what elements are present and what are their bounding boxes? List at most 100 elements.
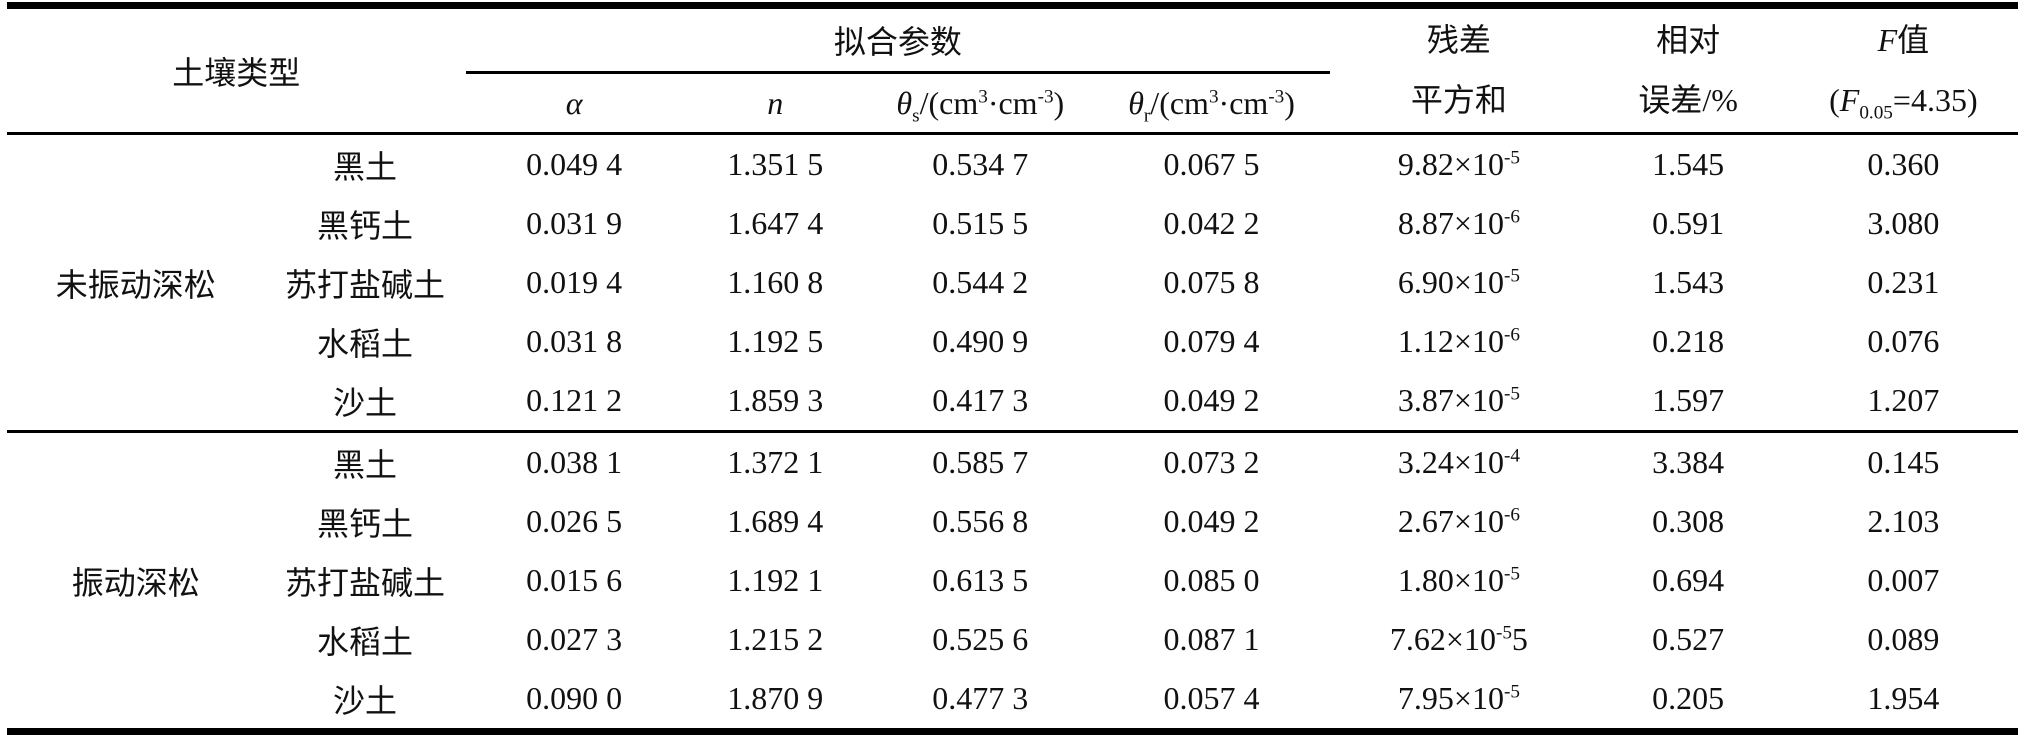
f-value-cell: 0.360 <box>1788 132 2018 194</box>
f-critical-subscript: 0.05 <box>1859 101 1893 123</box>
alpha-cell: 0.031 9 <box>526 205 623 241</box>
soil-name-cell: 水稻土 <box>316 325 413 362</box>
f-value-cell: 3.080 <box>1867 205 1940 241</box>
header-soil-type: 土壤类型 <box>172 54 301 91</box>
theta-s-cell: 0.515 5 <box>932 205 1029 241</box>
header-f-line2: (F0.05=4.35) <box>1829 81 1978 123</box>
theta-r-cell: 0.049 2 <box>1163 503 1260 539</box>
table-row: 沙土 0.121 2 1.859 3 0.417 3 0.049 2 3.87×… <box>7 371 2018 432</box>
alpha-cell: 0.049 4 <box>465 132 683 194</box>
rss-exponent: -6 <box>1503 324 1520 346</box>
rss-exponent: -5 <box>1503 563 1520 585</box>
alpha-cell: 0.019 4 <box>526 264 623 300</box>
soil-name-cell: 沙土 <box>332 384 397 421</box>
rss-mantissa: 7.62×10 <box>1389 621 1496 657</box>
residual-sum-cell: 7.95×10-5 <box>1330 669 1587 732</box>
header-alpha: α <box>565 84 583 121</box>
table-row: 水稻土 0.027 3 1.215 2 0.525 6 0.087 1 7.62… <box>7 610 2018 669</box>
header-relative-error: 相对 误差/% <box>1588 6 1789 134</box>
table-row: 未振动深松 黑土 0.049 4 1.351 5 0.534 7 0.067 5 … <box>7 132 2018 432</box>
alpha-cell: 0.027 3 <box>526 621 623 657</box>
rss-exponent: -5 <box>1495 622 1512 644</box>
residual-sum-cell: 1.12×10-6 <box>1330 312 1587 371</box>
residual-sum-cell: 9.82×10-5 <box>1330 132 1588 194</box>
residual-sum-cell: 3.24×10-4 <box>1330 430 1588 492</box>
header-relative-line1: 相对 <box>1656 22 1721 59</box>
theta-s-cell: 0.417 3 <box>932 382 1029 418</box>
f-value-cell: 0.089 <box>1867 621 1940 657</box>
header-residual-line2: 平方和 <box>1410 81 1507 118</box>
header-f-value: F值 (F0.05=4.35) <box>1789 6 2018 134</box>
residual-sum-cell: 2.67×10-6 <box>1330 492 1587 551</box>
table-row: 黑钙土 0.026 5 1.689 4 0.556 8 0.049 2 2.67… <box>7 492 2018 551</box>
relative-error-cell: 0.527 <box>1652 621 1725 657</box>
alpha-cell: 0.031 8 <box>526 323 623 359</box>
theta-s-cell: 0.477 3 <box>932 680 1029 716</box>
rss-exponent: -6 <box>1503 206 1520 228</box>
theta-s-cell: 0.490 9 <box>932 323 1029 359</box>
residual-sum-cell: 1.80×10-5 <box>1330 551 1587 610</box>
table-row: 苏打盐碱土 0.019 4 1.160 8 0.544 2 0.075 8 6.… <box>7 253 2018 312</box>
theta-s-cell: 0.544 2 <box>932 264 1029 300</box>
header-n: n <box>767 84 784 121</box>
f-value-cell: 0.145 <box>1788 430 2018 492</box>
f-value-cell: 2.103 <box>1867 503 1940 539</box>
alpha-cell: 0.090 0 <box>526 680 623 716</box>
soil-name-cell: 黑钙土 <box>316 207 413 244</box>
residual-sum-cell: 6.90×10-5 <box>1330 253 1587 312</box>
alpha-cell: 0.121 2 <box>526 382 623 418</box>
soil-name-cell: 水稻土 <box>316 623 413 660</box>
header-f-line1: F值 <box>1877 22 1930 59</box>
rss-mantissa: 1.80×10 <box>1397 562 1504 598</box>
relative-error-cell: 0.308 <box>1652 503 1725 539</box>
rss-mantissa: 9.82×10 <box>1397 146 1504 182</box>
n-cell: 1.160 8 <box>727 264 824 300</box>
theta-r-cell: 0.042 2 <box>1163 205 1260 241</box>
relative-error-cell: 0.218 <box>1652 323 1725 359</box>
header-theta-r: θr/(cm3·cm-3) <box>1128 84 1295 126</box>
n-cell: 1.192 5 <box>727 323 824 359</box>
header-relative-line2: 误差/% <box>1638 81 1738 118</box>
soil-name-cell: 黑土 <box>264 430 466 492</box>
rss-exponent: -4 <box>1503 445 1520 467</box>
treatment-cell: 未振动深松 <box>7 132 265 432</box>
table-row: 苏打盐碱土 0.015 6 1.192 1 0.613 5 0.085 0 1.… <box>7 551 2018 610</box>
f-value-cell: 1.954 <box>1867 680 1940 716</box>
theta-r-cell: 0.067 5 <box>1092 132 1331 194</box>
rss-exponent: -5 <box>1503 681 1520 703</box>
table-row: 水稻土 0.031 8 1.192 5 0.490 9 0.079 4 1.12… <box>7 312 2018 371</box>
rss-exponent: -6 <box>1503 504 1520 526</box>
rss-mantissa: 7.95×10 <box>1397 680 1504 716</box>
f-value-cell: 0.231 <box>1867 264 1940 300</box>
theta-s-cell: 0.534 7 <box>867 132 1093 194</box>
theta-r-cell: 0.057 4 <box>1163 680 1260 716</box>
soil-name-cell: 苏打盐碱土 <box>284 564 445 601</box>
n-cell: 1.351 5 <box>682 132 868 194</box>
soil-name-cell: 黑土 <box>264 132 466 194</box>
theta-r-cell: 0.049 2 <box>1163 382 1260 418</box>
header-residual-line1: 残差 <box>1426 22 1491 59</box>
n-cell: 1.647 4 <box>727 205 824 241</box>
alpha-cell: 0.015 6 <box>526 562 623 598</box>
soil-name-cell: 黑钙土 <box>316 505 413 542</box>
theta-r-cell: 0.087 1 <box>1163 621 1260 657</box>
residual-sum-cell: 7.62×10-55 <box>1330 610 1587 669</box>
rss-mantissa: 1.12×10 <box>1397 323 1504 359</box>
alpha-cell: 0.026 5 <box>526 503 623 539</box>
table-row: 黑钙土 0.031 9 1.647 4 0.515 5 0.042 2 8.87… <box>7 194 2018 253</box>
theta-s-cell: 0.613 5 <box>932 562 1029 598</box>
n-cell: 1.372 1 <box>682 430 868 492</box>
theta-s-cell: 0.585 7 <box>867 430 1093 492</box>
relative-error-cell: 3.384 <box>1587 430 1789 492</box>
theta-s-cell: 0.525 6 <box>932 621 1029 657</box>
theta-r-cell: 0.085 0 <box>1163 562 1260 598</box>
theta-r-cell: 0.073 2 <box>1092 430 1331 492</box>
relative-error-cell: 1.545 <box>1587 132 1789 194</box>
theta-r-cell: 0.079 4 <box>1163 323 1260 359</box>
relative-error-cell: 0.205 <box>1652 680 1725 716</box>
rss-mantissa: 8.87×10 <box>1397 205 1504 241</box>
theta-s-cell: 0.556 8 <box>932 503 1029 539</box>
header-residual-sum: 残差 平方和 <box>1330 6 1587 134</box>
residual-sum-cell: 8.87×10-6 <box>1330 194 1587 253</box>
rss-mantissa: 2.67×10 <box>1397 503 1504 539</box>
